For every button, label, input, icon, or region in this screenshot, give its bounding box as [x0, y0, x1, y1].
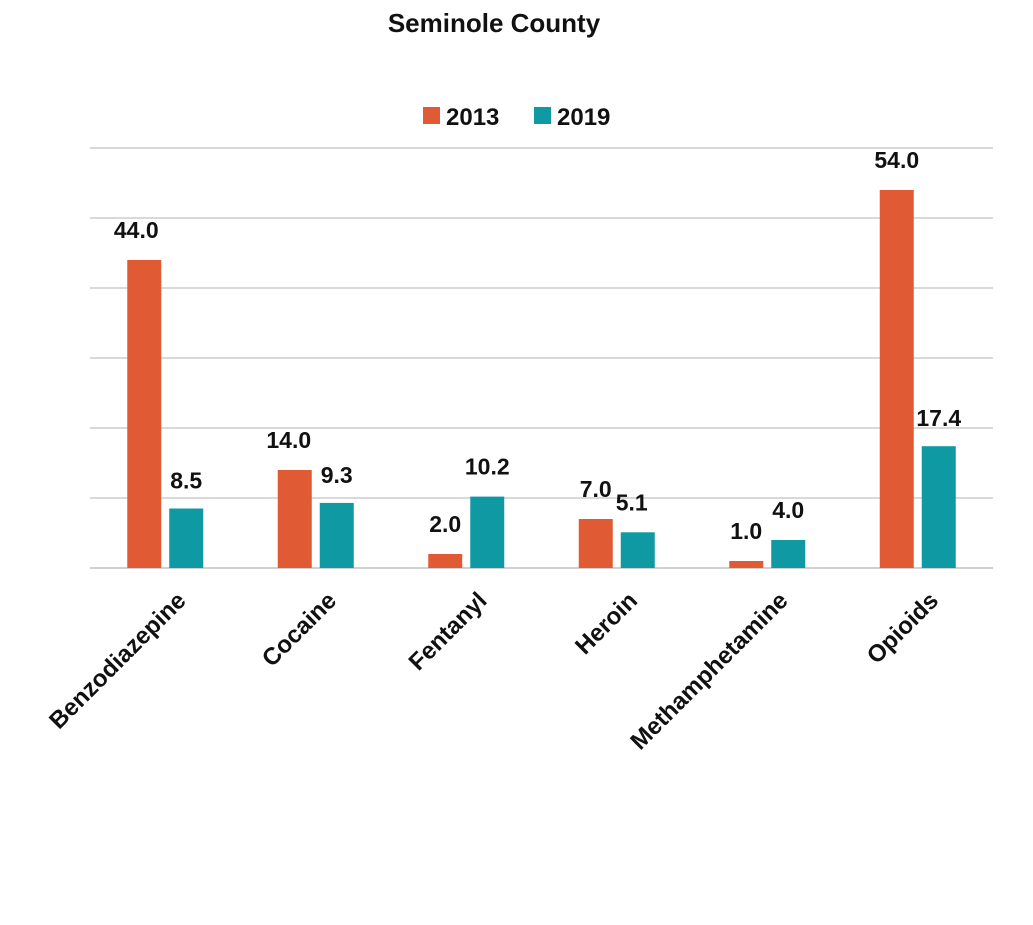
data-labels: 44.0 8.5 14.0 9.3 2.0 10.2 7.05.1 1.0 4.0 54.0 17.…: [114, 147, 961, 544]
legend-label-2013: 2013: [446, 104, 499, 131]
category-label-fentanyl: Fentanyl: [404, 587, 493, 676]
data-label-cocaine-2013: 14.0: [266, 427, 311, 453]
data-label-methamphetamine-2013: 1.0: [730, 518, 762, 544]
bar-methamphetamine-2013: [729, 561, 764, 568]
data-label-methamphetamine-2019: 4.0: [772, 497, 804, 523]
bar-cocaine-2019: [319, 502, 354, 568]
bars: [127, 190, 956, 568]
data-label-heroin-2013: 7.0: [580, 476, 612, 502]
bar-cocaine-2013: [277, 470, 312, 568]
bar-heroin-2019: [620, 532, 655, 568]
legend: 2013 2019: [423, 104, 610, 131]
category-label-heroin: Heroin: [570, 587, 643, 660]
category-label-cocaine: Cocaine: [257, 587, 342, 672]
data-label-fentanyl-2013: 2.0: [429, 511, 461, 537]
legend-swatch-2013: [423, 107, 440, 124]
data-label-opioids-2019: 17.4: [916, 405, 961, 431]
bar-heroin-2013: [578, 519, 613, 568]
bar-benzodiazepine-2019: [169, 508, 204, 568]
legend-swatch-2019: [534, 107, 551, 124]
category-label-opioids: Opioids: [862, 587, 944, 669]
category-labels: Benzodiazepine Cocaine Fentanyl HeroinMetha…: [44, 587, 944, 755]
data-label-benzodiazepine-2013: 44.0: [114, 217, 159, 243]
legend-label-2019: 2019: [557, 104, 610, 131]
bar-methamphetamine-2019: [771, 540, 806, 568]
chart-title: Seminole County: [388, 8, 601, 38]
data-label-fentanyl-2019: 10.2: [465, 454, 510, 480]
data-label-heroin-2019: 5.1: [616, 489, 648, 515]
bar-fentanyl-2013: [428, 554, 463, 568]
data-label-benzodiazepine-2019: 8.5: [170, 468, 202, 494]
category-label-methamphetamine: Methamphetamine: [625, 587, 793, 755]
bar-fentanyl-2019: [470, 496, 505, 568]
bar-benzodiazepine-2013: [127, 260, 162, 568]
data-label-opioids-2013: 54.0: [874, 147, 919, 173]
gridlines: [90, 147, 993, 569]
data-label-cocaine-2019: 9.3: [321, 462, 353, 488]
bar-opioids-2013: [879, 190, 914, 568]
bar-opioids-2019: [921, 446, 956, 568]
category-label-benzodiazepine: Benzodiazepine: [44, 587, 191, 734]
